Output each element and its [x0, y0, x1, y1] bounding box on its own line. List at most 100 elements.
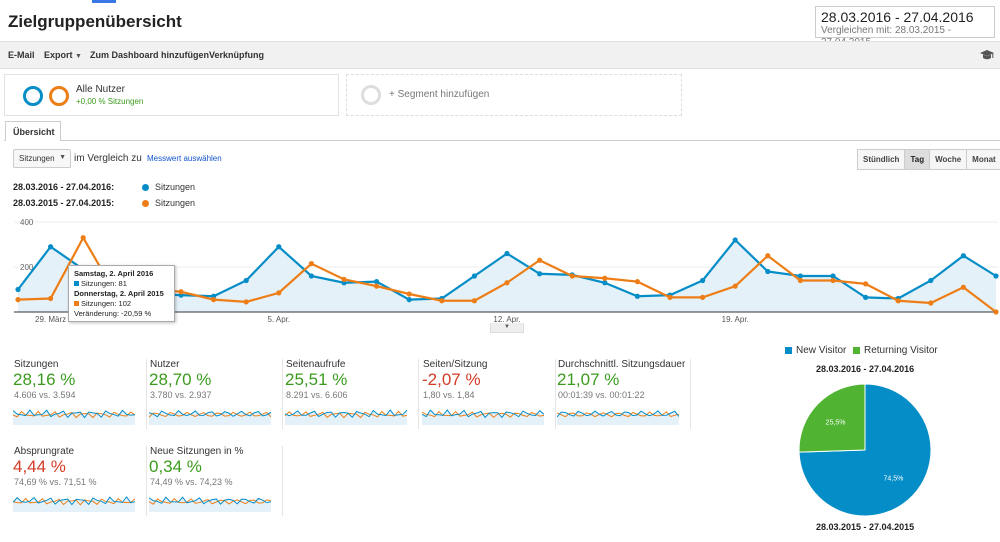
- series-2-point[interactable]: [48, 295, 54, 302]
- segment-ring-blue-icon: [23, 86, 43, 106]
- scorecard-sub: 74,49 % vs. 74,23 %: [150, 477, 233, 487]
- sparkline-orange: [13, 410, 135, 419]
- series-2-point[interactable]: [276, 290, 282, 296]
- series-2-point[interactable]: [569, 273, 575, 279]
- series-1-point[interactable]: [276, 244, 282, 250]
- series-2-point[interactable]: [797, 277, 804, 284]
- series-1-point[interactable]: [374, 279, 380, 285]
- series-1-point[interactable]: [700, 277, 706, 284]
- series-2-point[interactable]: [374, 283, 380, 289]
- add-segment-button[interactable]: + Segment hinzufügen: [346, 74, 682, 116]
- export-button[interactable]: Export ▼: [44, 50, 82, 60]
- scorecard-sub: 1,80 vs. 1,84: [423, 390, 475, 400]
- scorecard-pageviews[interactable]: Seitenaufrufe 25,51 % 8.291 vs. 6.606: [285, 359, 419, 429]
- tooltip-orange-square-icon: [74, 301, 79, 306]
- scorecard-label: Durchschnittl. Sitzungsdauer: [558, 359, 686, 370]
- scorecard-value: 21,07 %: [557, 370, 620, 389]
- series-1-point[interactable]: [537, 271, 543, 277]
- series-2-point[interactable]: [406, 291, 412, 297]
- series-2-point[interactable]: [634, 279, 641, 285]
- series-1-point[interactable]: [928, 277, 934, 284]
- series-2-point[interactable]: [602, 275, 608, 281]
- series-2-point[interactable]: [439, 298, 445, 304]
- series-2-point[interactable]: [15, 297, 21, 303]
- series-2-point[interactable]: [243, 299, 249, 305]
- tooltip-blue-square-icon: [74, 281, 79, 286]
- scorecard-label: Neue Sitzungen in %: [150, 446, 244, 457]
- segment-sub: +0,00 % Sitzungen: [76, 97, 144, 106]
- legend-square-green-icon: [853, 347, 860, 354]
- series-2-point[interactable]: [471, 298, 477, 304]
- granularity-button[interactable]: Woche: [929, 149, 968, 170]
- top-accent-line: [0, 0, 1000, 3]
- scorecard-sparkline: [149, 496, 271, 512]
- series-1-point[interactable]: [732, 237, 738, 243]
- series-2-point[interactable]: [308, 261, 314, 267]
- scorecard-bounce-rate[interactable]: Absprungrate 4,44 % 74,69 % vs. 71,51 %: [13, 446, 147, 516]
- chart-collapse-handle[interactable]: ▼: [490, 323, 524, 333]
- series-1-point[interactable]: [602, 280, 608, 286]
- series-1-point[interactable]: [15, 286, 21, 293]
- series-1-point[interactable]: [471, 273, 477, 279]
- scorecard-sparkline: [13, 496, 135, 512]
- granularity-button[interactable]: Tag: [904, 149, 931, 170]
- sparkline-blue: [285, 409, 407, 418]
- email-button[interactable]: E-Mail: [8, 50, 35, 60]
- tooltip-change: Veränderung: -20,59 %: [74, 309, 152, 318]
- metric-select[interactable]: Sitzungen ▼: [13, 149, 71, 168]
- series-1-point[interactable]: [797, 273, 804, 279]
- pie-slice[interactable]: [798, 383, 866, 453]
- series-1-point[interactable]: [634, 293, 641, 299]
- scorecard-new-sessions[interactable]: Neue Sitzungen in % 0,34 % 74,49 % vs. 7…: [149, 446, 283, 516]
- series-2-point[interactable]: [732, 283, 738, 289]
- x-tick-label: 5. Apr.: [267, 315, 290, 324]
- tooltip-date-1: Samstag, 2. April 2016: [74, 269, 154, 278]
- sparkline-orange: [149, 498, 271, 505]
- granularity-button[interactable]: Monat: [966, 149, 1000, 170]
- scorecard-sub: 74,69 % vs. 71,51 %: [14, 477, 97, 487]
- series-2-point[interactable]: [700, 294, 706, 300]
- series-2-point[interactable]: [863, 281, 869, 287]
- series-2-point[interactable]: [928, 300, 934, 306]
- y-tick-label: 200: [20, 263, 34, 272]
- series-2-point[interactable]: [960, 284, 967, 290]
- x-tick-label: 19. Apr.: [722, 315, 749, 324]
- segment-all-users[interactable]: Alle Nutzer +0,00 % Sitzungen: [4, 74, 339, 116]
- series-2-point[interactable]: [504, 280, 510, 286]
- scorecard-sessions[interactable]: Sitzungen 28,16 % 4.606 vs. 3.594: [13, 359, 147, 429]
- series-1-point[interactable]: [406, 297, 412, 303]
- series-2-point[interactable]: [895, 298, 901, 304]
- series-1-point[interactable]: [993, 273, 999, 279]
- series-2-point[interactable]: [830, 277, 836, 284]
- granularity-button[interactable]: Stündlich: [857, 149, 906, 170]
- shortcut-button[interactable]: Verknüpfung: [209, 50, 265, 60]
- graduation-cap-icon[interactable]: [980, 48, 994, 62]
- scorecard-avg-session-duration[interactable]: Durchschnittl. Sitzungsdauer 21,07 % 00:…: [557, 359, 691, 429]
- scorecard-users[interactable]: Nutzer 28,70 % 3.780 vs. 2.937: [149, 359, 283, 429]
- series-2-point[interactable]: [537, 257, 543, 263]
- legend-range-1: 28.03.2016 - 27.04.2016:: [13, 182, 115, 192]
- date-range-picker[interactable]: 28.03.2016 - 27.04.2016 Vergleichen mit:…: [815, 6, 995, 48]
- series-2-point[interactable]: [80, 235, 86, 241]
- series-1-point[interactable]: [960, 253, 967, 259]
- tab-overview[interactable]: Übersicht: [5, 121, 61, 141]
- series-1-point[interactable]: [863, 294, 869, 300]
- series-1-point[interactable]: [504, 250, 510, 257]
- pie-slice[interactable]: [798, 383, 932, 517]
- series-2-point[interactable]: [993, 309, 999, 315]
- series-2-point[interactable]: [765, 253, 771, 259]
- add-to-dashboard-button[interactable]: Zum Dashboard hinzufügen: [90, 50, 209, 60]
- series-1-point[interactable]: [243, 277, 249, 284]
- series-2-point[interactable]: [667, 294, 673, 300]
- series-1-point[interactable]: [308, 273, 314, 279]
- series-1-point[interactable]: [765, 268, 771, 275]
- sparkline-blue: [422, 409, 544, 419]
- series-2-point[interactable]: [211, 297, 217, 303]
- series-2-point[interactable]: [341, 276, 347, 282]
- series-1-point[interactable]: [830, 273, 836, 279]
- select-metric-link[interactable]: Messwert auswählen: [147, 154, 222, 163]
- add-segment-label: + Segment hinzufügen: [389, 89, 490, 100]
- series-1-point[interactable]: [48, 244, 54, 250]
- series-2-point[interactable]: [178, 289, 184, 295]
- scorecard-pages-per-session[interactable]: Seiten/Sitzung -2,07 % 1,80 vs. 1,84: [422, 359, 556, 429]
